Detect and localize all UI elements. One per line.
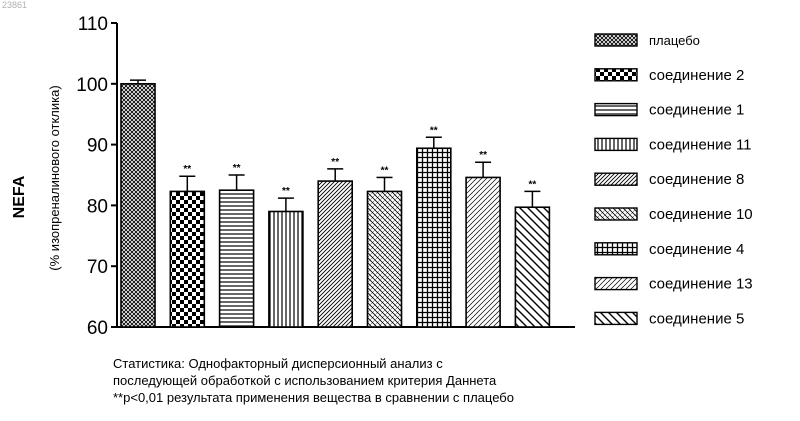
y-axis-sublabel: (% изопреналинового отклика) [47,85,62,270]
legend-label: соединение 8 [649,171,744,188]
bar [366,190,403,328]
y-tick-label: 110 [78,14,108,35]
legend-swatch [594,311,638,326]
note-line: последующей обработкой с использованием … [113,373,497,388]
bar-chart: 60 70 80 90 100 110 ** ** ** ** ** ** ** ** плацебо с… [11,14,753,339]
legend-swatch [594,68,638,82]
legend-swatch [594,137,638,152]
legend-label: соединение 13 [649,276,753,293]
note-line: Статистика: Однофакторный дисперсионный … [113,356,443,371]
significance-marker: ** [479,150,487,161]
statistics-notes: Статистика: Однофакторный дисперсионный … [113,355,514,406]
legend-label: соединение 5 [649,310,744,327]
bar [317,180,354,328]
y-tick-label: 100 [76,75,108,96]
legend-label: плацебо [649,33,700,48]
significance-marker: ** [233,163,241,174]
significance-marker: ** [183,164,191,175]
y-tick-label: 70 [87,257,108,278]
legend-swatch [594,242,638,256]
legend-label: соединение 4 [649,241,744,258]
significance-marker: ** [430,125,438,136]
y-tick-label: 60 [87,318,108,339]
bar [120,83,156,328]
y-axis-label: NEFA [11,175,28,218]
significance-marker: ** [381,165,389,176]
legend-swatch [594,33,638,47]
y-tick-label: 80 [87,196,108,217]
bar [465,176,501,328]
significance-marker: ** [529,179,537,190]
bars: ** ** ** ** ** ** ** ** [120,79,551,328]
note-line: **p<0,01 результата применения вещества … [113,390,514,405]
legend-label: соединение 1 [649,102,744,119]
legend-label: соединение 2 [649,67,744,84]
bar [218,189,255,328]
bar [268,210,304,328]
bar [514,206,551,328]
legend-swatch [594,102,638,117]
significance-marker: ** [331,157,339,168]
significance-marker: ** [282,186,290,197]
legend-swatch [594,276,638,291]
legend: плацебо соединение 2 соединение 1 соединени… [594,33,753,327]
image-id-label: 23861 [2,0,28,10]
legend-label: соединение 11 [649,136,752,153]
legend-label: соединение 10 [649,206,753,223]
bar [169,190,206,328]
bar [415,147,452,328]
legend-swatch [594,207,638,221]
legend-swatch [594,172,638,186]
y-tick-label: 90 [87,136,108,157]
